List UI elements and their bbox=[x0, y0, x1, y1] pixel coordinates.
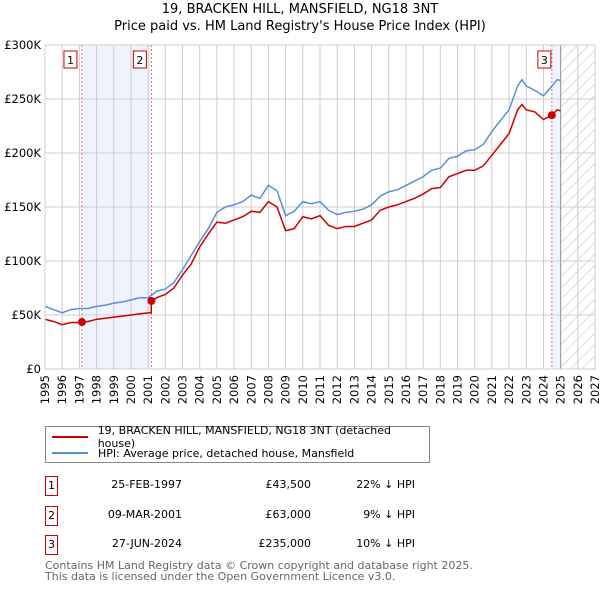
x-tick-label: 2002 bbox=[158, 375, 172, 404]
legend-label: HPI: Average price, detached house, Mans… bbox=[98, 446, 355, 460]
x-tick-label: 2006 bbox=[227, 375, 241, 404]
sale-marker-label: 3 bbox=[45, 535, 58, 555]
price-paid-line bbox=[44, 103, 561, 326]
legend-swatch-red bbox=[52, 436, 88, 438]
x-tick-label: 2005 bbox=[210, 375, 224, 404]
sale-point bbox=[547, 111, 556, 120]
footer-licence: This data is licensed under the Open Gov… bbox=[45, 570, 396, 583]
sale-price: £43,500 bbox=[265, 478, 312, 491]
y-tick-label: £300K bbox=[4, 38, 41, 52]
sale-price: £63,000 bbox=[265, 508, 312, 521]
legend: 19, BRACKEN HILL, MANSFIELD, NG18 3NT (d… bbox=[45, 424, 430, 463]
x-tick-label: 2007 bbox=[244, 375, 258, 404]
x-tick-label: 2014 bbox=[365, 375, 379, 404]
x-tick-label: 2022 bbox=[502, 375, 516, 404]
x-tick-label: 2013 bbox=[347, 375, 361, 404]
x-tick-label: 2016 bbox=[399, 375, 413, 404]
footer-copyright: Contains HM Land Registry data © Crown c… bbox=[45, 559, 473, 572]
x-tick-label: 2017 bbox=[416, 375, 430, 404]
x-tick-label: 1997 bbox=[72, 375, 86, 404]
x-tick-label: 2027 bbox=[588, 375, 600, 404]
x-tick-label: 1996 bbox=[55, 375, 69, 404]
legend-item-hpi: HPI: Average price, detached house, Mans… bbox=[52, 445, 354, 461]
sale-marker-label: 2 bbox=[45, 506, 58, 526]
y-tick-label: £200K bbox=[4, 146, 41, 160]
y-tick-label: £250K bbox=[4, 92, 41, 106]
sale-hpi-diff: 22% ↓ HPI bbox=[356, 478, 415, 491]
x-tick-label: 2001 bbox=[141, 375, 155, 404]
sale-marker-box bbox=[537, 50, 552, 69]
sale-hpi-diff: 10% ↓ HPI bbox=[356, 537, 415, 550]
y-tick-label: £100K bbox=[4, 254, 41, 268]
sale-marker-box bbox=[132, 50, 147, 69]
sale-marker-label: 3 bbox=[541, 54, 548, 67]
sale-hpi-diff: 9% ↓ HPI bbox=[363, 508, 415, 521]
y-tick-label: £150K bbox=[4, 200, 41, 214]
chart-title: 19, BRACKEN HILL, MANSFIELD, NG18 3NT bbox=[161, 2, 439, 17]
x-tick-label: 1999 bbox=[107, 375, 121, 404]
x-tick-label: 2003 bbox=[176, 375, 190, 404]
x-tick-label: 2000 bbox=[124, 375, 138, 404]
x-tick-label: 2025 bbox=[554, 375, 568, 404]
x-tick-label: 2004 bbox=[193, 375, 207, 404]
x-tick-label: 2009 bbox=[279, 375, 293, 404]
y-tick-label: £0 bbox=[26, 362, 41, 376]
sale-date: 25-FEB-1997 bbox=[111, 478, 182, 491]
legend-label: 19, BRACKEN HILL, MANSFIELD, NG18 3NT (d… bbox=[97, 424, 391, 450]
sale-point bbox=[77, 318, 86, 327]
x-tick-label: 2010 bbox=[296, 375, 310, 404]
x-tick-label: 2024 bbox=[536, 375, 550, 404]
plot-area: 1995 1996 1997 1998 1999 2000 2001 2002 2003 2004… bbox=[4, 38, 600, 404]
x-tick-label: 2019 bbox=[451, 375, 465, 404]
sale-point bbox=[147, 296, 156, 305]
x-tick-label: 2018 bbox=[433, 375, 447, 404]
x-tick-label: 2015 bbox=[382, 375, 396, 404]
x-tick-label: 2012 bbox=[330, 375, 344, 404]
x-tick-label: 2023 bbox=[519, 375, 533, 404]
sale-marker-label: 2 bbox=[136, 54, 143, 67]
sale-price: £235,000 bbox=[258, 537, 312, 550]
x-tick-label: 1995 bbox=[38, 375, 52, 404]
sale-marker-label: 1 bbox=[67, 54, 74, 67]
legend-swatch-blue bbox=[52, 452, 88, 454]
sale-marker-box bbox=[63, 50, 78, 69]
x-tick-label: 1998 bbox=[90, 375, 104, 404]
sale-date: 27-JUN-2024 bbox=[111, 537, 182, 550]
hpi-line bbox=[44, 78, 561, 314]
y-tick-label: £50K bbox=[12, 308, 42, 322]
sale-date: 09-MAR-2001 bbox=[107, 508, 182, 521]
x-tick-label: 2011 bbox=[313, 375, 327, 404]
x-tick-label: 2020 bbox=[468, 375, 482, 404]
sale-marker-label: 1 bbox=[45, 476, 58, 496]
x-tick-label: 2026 bbox=[571, 375, 585, 404]
x-tick-label: 2021 bbox=[485, 375, 499, 404]
plot-frame bbox=[44, 44, 596, 370]
chart-subtitle: Price paid vs. HM Land Registry's House … bbox=[114, 19, 486, 34]
legend-item-property: 19, BRACKEN HILL, MANSFIELD, NG18 3NT (d… bbox=[52, 424, 429, 450]
x-tick-label: 2008 bbox=[261, 375, 275, 404]
